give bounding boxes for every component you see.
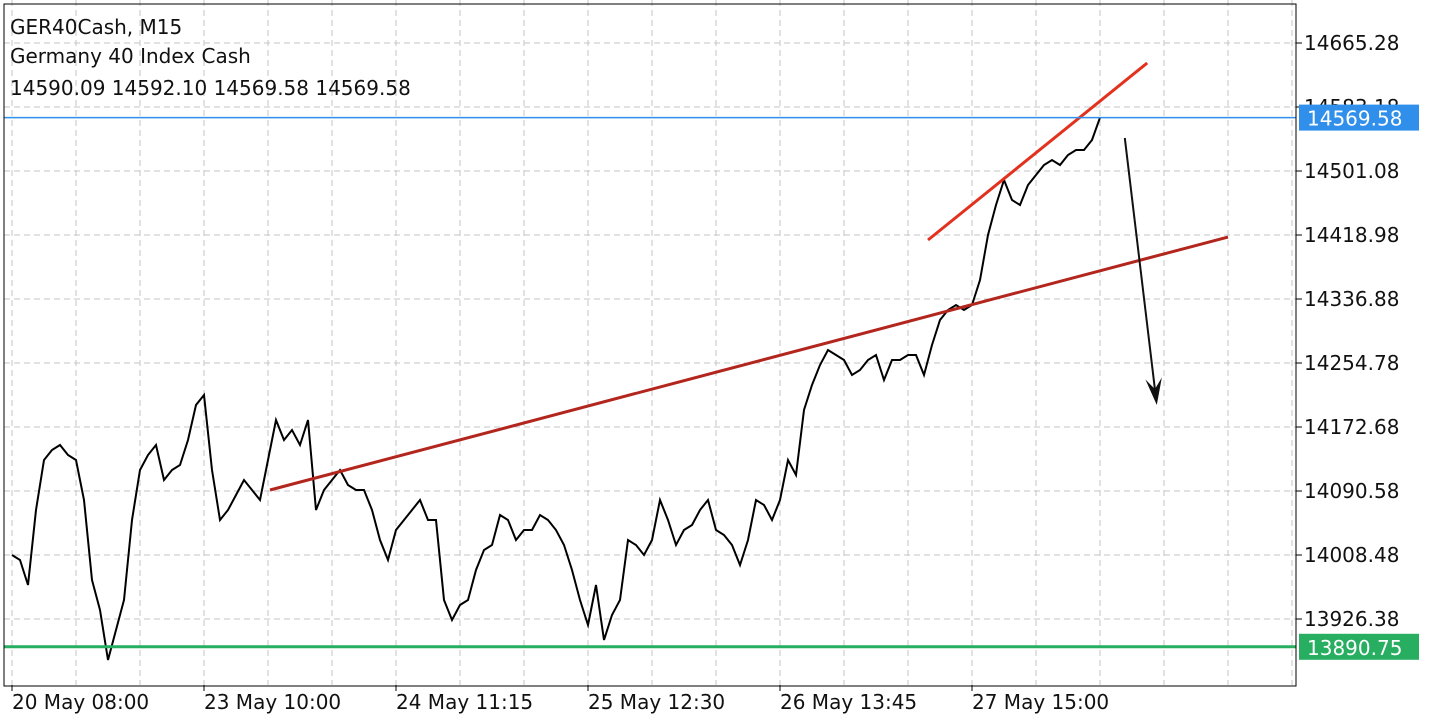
price-line (11, 117, 1101, 661)
x-tick-label: 24 May 11:15 (396, 690, 533, 714)
plot (4, 61, 1296, 661)
ohlc: 14590.09 14592.10 14569.58 14569.58 (10, 76, 411, 100)
x-tick-label: 20 May 08:00 (12, 690, 149, 714)
symbol: GER40Cash, M15 (10, 15, 182, 39)
y-tick-label: 14008.48 (1304, 543, 1399, 567)
arrow-shaft (1123, 137, 1157, 396)
chart-title: Germany 40 Index Cash (10, 44, 251, 68)
y-tick-label: 14418.98 (1304, 223, 1399, 247)
price-label: 13890.75 (1307, 636, 1402, 660)
y-tick-label: 14336.88 (1304, 287, 1399, 311)
y-tick-label: 14172.68 (1304, 415, 1399, 439)
grid (4, 0, 1296, 685)
trendline (927, 61, 1149, 242)
y-tick-label: 14665.28 (1304, 31, 1399, 55)
trendline (269, 235, 1229, 492)
x-tick-label: 27 May 15:00 (972, 690, 1109, 714)
plot-frame (3, 3, 1297, 687)
x-tick-label: 25 May 12:30 (588, 690, 725, 714)
axes: 13926.38 14008.48 14090.58 14172.68 14254.78… (11, 31, 1419, 714)
price-label: 14569.58 (1307, 107, 1402, 131)
y-tick-label: 14254.78 (1304, 351, 1399, 375)
y-tick-label: 13926.38 (1304, 607, 1399, 631)
x-tick-label: 23 May 10:00 (204, 690, 341, 714)
y-tick-label: 14501.08 (1304, 159, 1399, 183)
y-tick-label: 14090.58 (1304, 479, 1399, 503)
arrow-head (1145, 377, 1162, 406)
price-label-box (1299, 633, 1419, 660)
x-tick-label: 26 May 13:45 (780, 690, 917, 714)
price-label-box (1299, 104, 1419, 131)
